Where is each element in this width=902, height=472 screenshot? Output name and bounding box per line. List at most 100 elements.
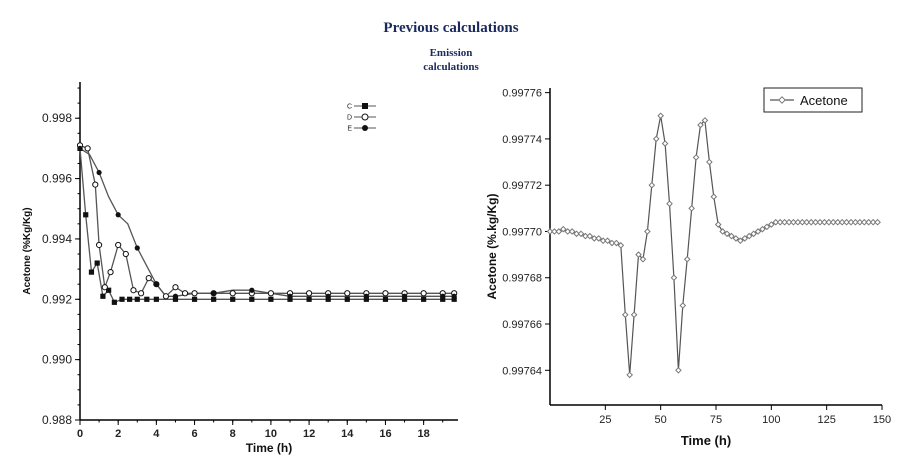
data-point-Acetone	[639, 255, 647, 263]
data-point-Acetone	[688, 205, 695, 212]
data-point-E	[451, 293, 457, 299]
data-point-Acetone	[657, 112, 664, 120]
x-tick-label: 0	[77, 428, 83, 440]
data-point-D	[92, 181, 99, 188]
y-tick-label: 0.990	[42, 353, 72, 367]
data-point-D	[162, 293, 170, 300]
legend-label-D: D	[347, 115, 352, 122]
data-point-Acetone	[692, 154, 700, 161]
y-axis-label: Acetone (%Kg/Kg)	[22, 207, 33, 294]
right-chart: 25 50 75 100 125 150 0.99764 0.99766 0.99768 0.99…	[485, 87, 891, 448]
data-point-Acetone	[586, 232, 594, 240]
x-axis-label: Time (h)	[681, 433, 731, 448]
data-point-C	[172, 296, 179, 302]
data-point-Acetone	[750, 230, 757, 238]
data-point-E	[249, 287, 255, 293]
data-point-Acetone	[679, 302, 687, 309]
data-point-E	[287, 293, 293, 299]
data-point-D	[344, 290, 351, 297]
data-point-Acetone	[661, 140, 669, 147]
y-tick-label: 0.99764	[502, 365, 542, 377]
data-point-Acetone	[732, 235, 740, 242]
data-point-Acetone	[781, 218, 788, 226]
data-point-Acetone	[621, 311, 629, 319]
data-point-Acetone	[599, 237, 607, 245]
x-tick-label: 12	[303, 428, 315, 440]
data-point-C	[106, 287, 112, 293]
data-point-Acetone	[772, 218, 780, 226]
data-point-C	[88, 269, 95, 275]
x-axis-label: Time (h)	[246, 441, 292, 455]
legend-marker-C	[362, 103, 368, 109]
x-tick-label: 50	[655, 414, 667, 426]
y-tick-label: 0.994	[42, 232, 72, 246]
data-point-Acetone	[590, 235, 598, 242]
data-point-C	[451, 296, 457, 302]
data-point-E	[115, 212, 121, 218]
data-point-C	[401, 296, 408, 302]
data-point-C	[94, 260, 100, 266]
data-point-C	[287, 296, 293, 302]
data-point-D	[229, 290, 236, 297]
x-tick-label: 100	[762, 414, 780, 426]
data-point-D	[95, 241, 103, 249]
data-point-C	[211, 296, 217, 302]
data-point-C	[144, 296, 150, 302]
legend-label-Acetone: Acetone	[800, 93, 848, 108]
data-point-C	[382, 296, 389, 302]
y-tick-label: 0.988	[42, 413, 72, 427]
data-point-E	[172, 293, 179, 299]
y-tick-label: 0.99772	[502, 180, 542, 192]
data-point-Acetone	[874, 218, 881, 226]
data-point-Acetone	[821, 218, 828, 226]
data-point-Acetone	[790, 218, 797, 226]
data-point-Acetone	[865, 218, 873, 226]
x-tick-label: 75	[710, 414, 722, 426]
data-point-Acetone	[683, 255, 691, 263]
data-point-C	[191, 296, 198, 302]
legend-label-C: C	[347, 104, 352, 111]
data-point-Acetone	[675, 366, 682, 374]
data-point-E	[363, 293, 369, 299]
y-tick-label: 0.99768	[502, 273, 542, 285]
data-point-D	[115, 241, 122, 249]
data-point-Acetone	[768, 221, 775, 228]
data-point-E	[134, 245, 140, 251]
data-point-Acetone	[670, 274, 678, 282]
data-point-E	[153, 281, 159, 287]
data-point-Acetone	[812, 218, 819, 226]
data-point-Acetone	[582, 232, 589, 240]
data-point-E	[96, 169, 102, 176]
series-line-C	[79, 148, 455, 304]
data-point-C	[344, 296, 350, 302]
data-point-D	[122, 250, 129, 258]
data-point-Acetone	[847, 218, 855, 226]
data-point-C	[363, 296, 369, 302]
data-point-Acetone	[568, 228, 576, 235]
data-point-D	[172, 284, 179, 291]
legend-marker-E	[362, 125, 368, 131]
data-point-D	[181, 290, 189, 297]
data-point-Acetone	[635, 251, 642, 258]
data-point-C	[230, 296, 236, 302]
y-axis-label: Acetone (%.kg/Kg)	[485, 193, 499, 299]
data-point-C	[119, 296, 125, 302]
data-point-D	[107, 269, 114, 276]
data-point-Acetone	[869, 218, 877, 226]
data-point-C	[153, 296, 159, 302]
page-subtitle-line-1: Emission	[429, 47, 473, 59]
data-point-Acetone	[564, 228, 572, 235]
legend-label-E: E	[347, 126, 352, 133]
page-subtitle-line-2: calculations	[423, 61, 479, 73]
data-point-Acetone	[559, 225, 567, 233]
legend-marker-D	[361, 113, 369, 121]
data-point-Acetone	[860, 218, 868, 226]
data-point-E	[325, 293, 331, 299]
data-point-Acetone	[617, 242, 625, 249]
y-tick-label: 0.99776	[502, 88, 542, 100]
data-point-C	[440, 296, 446, 302]
x-tick-label: 150	[873, 414, 891, 426]
x-tick-label: 16	[379, 428, 391, 440]
data-point-Acetone	[838, 218, 846, 226]
